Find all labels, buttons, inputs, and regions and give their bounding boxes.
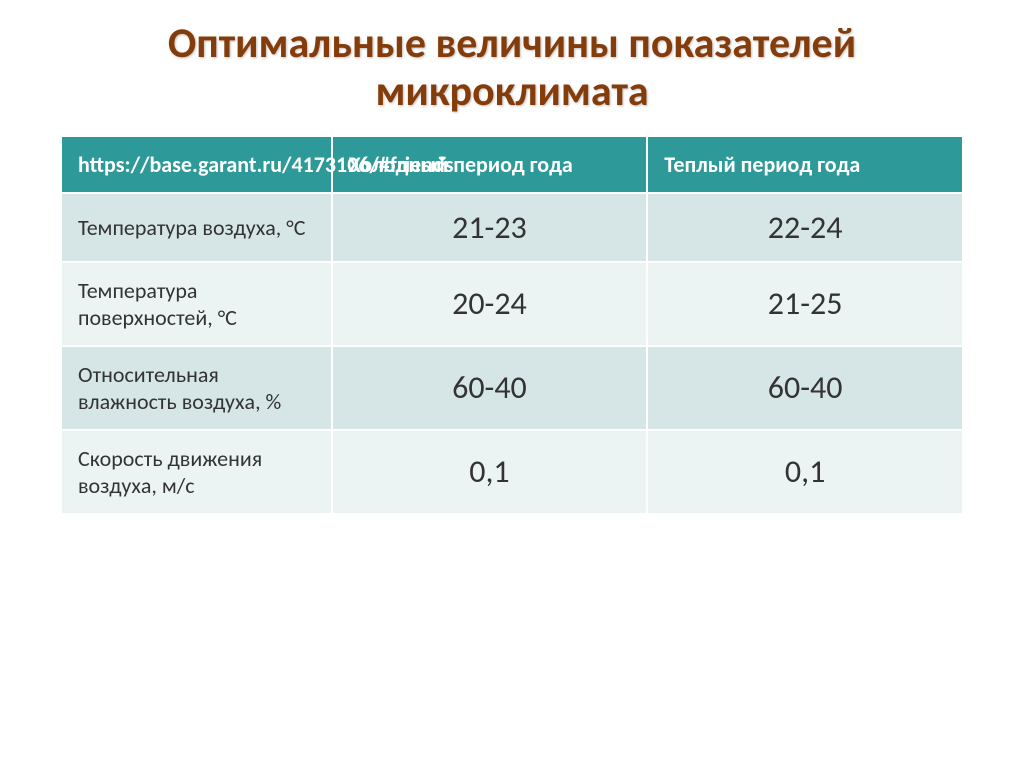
row-warm: 22-24	[647, 193, 963, 262]
row-warm: 60-40	[647, 346, 963, 430]
row-cold: 20-24	[332, 262, 648, 346]
table-header-row: https://base.garant.ru/4173106/#friends …	[61, 136, 963, 193]
col-header-warm: Теплый период года	[647, 136, 963, 193]
table-row: Температура воздуха, °С 21-23 22-24	[61, 193, 963, 262]
microclimate-table: https://base.garant.ru/4173106/#friends …	[60, 135, 964, 515]
table-row: Относительная влажность воздуха, % 60-40…	[61, 346, 963, 430]
slide-title: Оптимальные величины показателей микрокл…	[60, 20, 964, 117]
row-label: Температура воздуха, °С	[61, 193, 332, 262]
row-warm: 0,1	[647, 430, 963, 514]
row-cold: 60-40	[332, 346, 648, 430]
row-label: Скорость движения воздуха, м/с	[61, 430, 332, 514]
row-cold: 0,1	[332, 430, 648, 514]
row-warm: 21-25	[647, 262, 963, 346]
row-label: Температура поверхностей, °С	[61, 262, 332, 346]
table-row: Температура поверхностей, °С 20-24 21-25	[61, 262, 963, 346]
row-label: Относительная влажность воздуха, %	[61, 346, 332, 430]
row-cold: 21-23	[332, 193, 648, 262]
table-row: Скорость движения воздуха, м/с 0,1 0,1	[61, 430, 963, 514]
col-header-cold: Холодный период года	[332, 136, 648, 193]
col-header-source: https://base.garant.ru/4173106/#friends	[61, 136, 332, 193]
